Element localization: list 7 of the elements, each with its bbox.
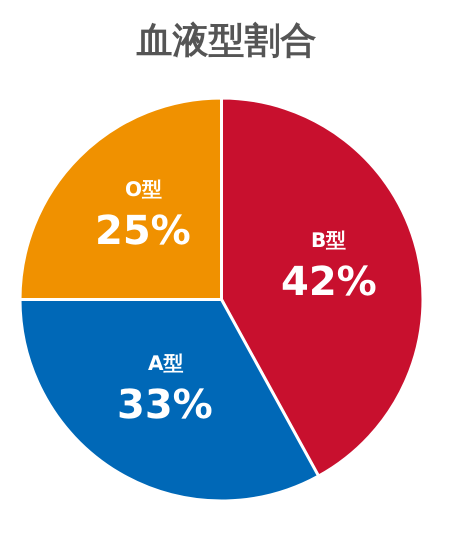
slice-label: B型 bbox=[311, 228, 346, 252]
chart-title: 血液型割合 bbox=[136, 20, 316, 62]
data-label: 33% bbox=[117, 382, 213, 428]
data-label: 42% bbox=[281, 259, 377, 305]
slice-label: A型 bbox=[148, 351, 184, 375]
slice-label: O型 bbox=[125, 177, 162, 201]
data-label: 25% bbox=[95, 208, 191, 254]
